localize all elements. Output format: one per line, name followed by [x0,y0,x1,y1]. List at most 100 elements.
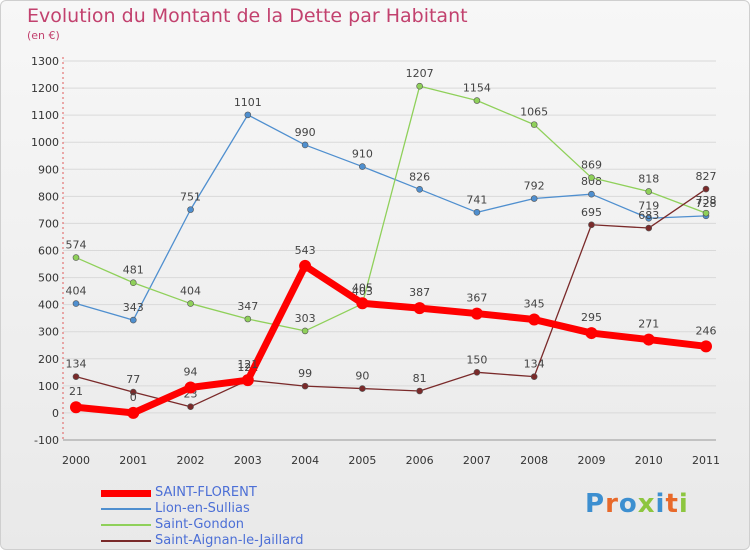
data-point [187,403,194,411]
data-point [528,313,541,326]
y-tick-label: 1000 [31,136,59,149]
x-tick-label: 2005 [348,454,376,467]
data-label: 404 [180,285,201,298]
legend-label: Lion-en-Sullias [155,501,250,516]
data-label: 21 [69,385,83,398]
y-tick-label: 300 [38,326,59,339]
data-label: 728 [696,197,717,210]
y-tick-label: 200 [38,353,59,366]
data-point [187,206,194,213]
data-point [244,111,252,119]
legend-item: SAINT-FLORENT [101,485,361,501]
chart-subtitle: (en €) [27,29,60,42]
y-tick-label: 1100 [31,109,59,122]
data-label: 818 [638,172,659,185]
data-point [129,316,137,324]
legend-item: Saint-Gondon [101,517,361,533]
data-label: 90 [355,370,369,383]
data-point [70,401,82,414]
chart-title: Evolution du Montant de la Dette par Hab… [27,5,468,27]
data-point [129,388,137,396]
x-tick-label: 2010 [635,454,663,467]
data-point [359,163,366,170]
data-label: 295 [581,311,602,324]
data-point [473,209,481,216]
data-point [702,209,710,217]
data-label: 869 [581,159,602,172]
y-tick-label: 900 [38,163,59,176]
data-point [588,174,595,181]
y-tick-label: -100 [34,434,59,447]
data-point [72,373,80,380]
data-point [530,195,538,202]
data-label: 345 [524,298,545,311]
data-label: 121 [237,358,258,371]
proxiti-logo: Proxiti [585,489,689,519]
data-point [585,327,598,340]
data-label: 81 [413,372,427,385]
data-label: 543 [295,244,316,257]
data-point [301,141,309,149]
data-point [356,297,369,310]
data-label: 695 [581,206,602,219]
data-point [588,190,595,198]
data-point [645,214,653,222]
x-tick-label: 2003 [234,454,262,467]
legend-item: Saint-Aignan-le-Jaillard [101,533,361,549]
x-tick-label: 2001 [119,454,147,467]
data-point [184,381,197,394]
data-point [359,385,366,392]
data-point [530,373,538,380]
y-tick-label: 400 [38,299,59,312]
data-point [72,300,80,307]
data-point [588,221,595,229]
data-point [702,185,710,193]
x-tick-label: 2011 [692,454,720,467]
data-label: 271 [638,318,659,331]
y-tick-label: 1300 [31,55,59,68]
data-point [645,224,653,232]
data-label: 827 [696,170,717,183]
data-label: 910 [352,148,373,161]
legend-swatch [101,490,151,497]
chart-legend: SAINT-FLORENT Lion-en-Sullias Saint-Gondon… [101,485,361,549]
data-label: 94 [184,365,198,378]
y-tick-label: 700 [38,217,59,230]
legend-label: Saint-Gondon [155,517,245,532]
data-point [129,279,137,287]
data-label: 1065 [520,106,548,119]
data-point [416,82,423,90]
y-tick-label: 100 [38,380,59,393]
x-tick-label: 2007 [463,454,491,467]
data-label: 574 [66,239,87,252]
data-label: 347 [237,300,258,313]
x-tick-label: 2008 [520,454,548,467]
legend-swatch [101,540,151,542]
data-label: 990 [295,126,316,139]
data-label: 1101 [234,96,262,109]
y-tick-label: 1200 [31,82,59,95]
legend-item: Lion-en-Sullias [101,501,361,517]
data-label: 387 [409,286,430,299]
y-tick-label: 0 [52,407,59,420]
data-point [413,302,426,315]
data-point [301,382,309,390]
data-point [299,259,312,272]
x-tick-label: 2004 [291,454,319,467]
data-label: 0 [130,391,137,404]
data-point [700,340,712,353]
data-point [72,254,80,261]
data-point [244,315,252,323]
data-label: 404 [66,285,87,298]
data-label: 77 [126,373,140,386]
data-label: 367 [466,292,487,305]
x-tick-label: 2006 [406,454,434,467]
y-tick-label: 800 [38,190,59,203]
data-label: 751 [180,191,201,204]
data-point [187,300,194,307]
data-point [241,374,254,387]
x-tick-label: 2002 [177,454,205,467]
legend-swatch [101,524,151,526]
